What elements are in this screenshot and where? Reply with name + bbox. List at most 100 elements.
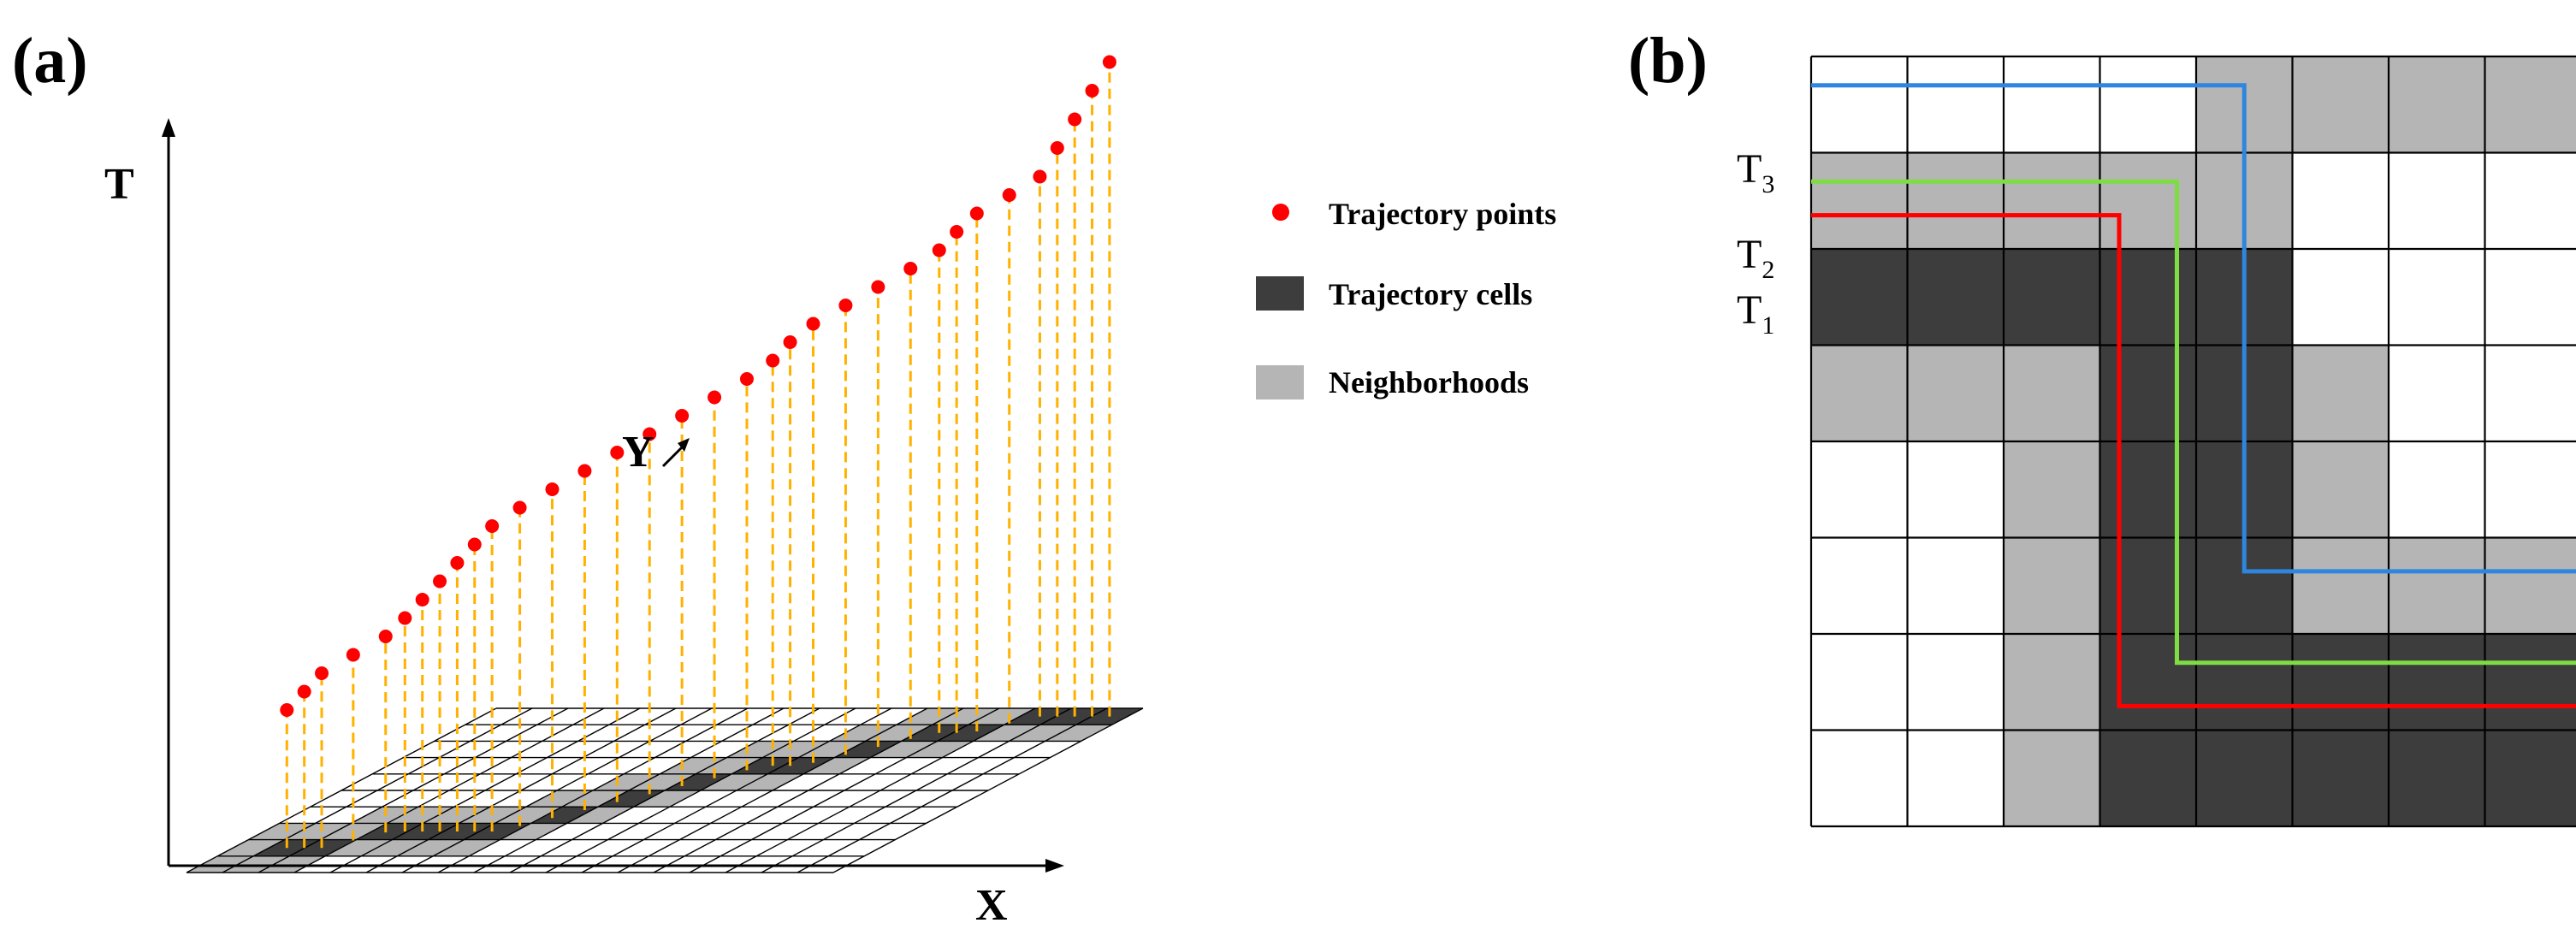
neighborhood-cell	[2484, 56, 2576, 153]
neighborhood-cell	[361, 839, 429, 856]
trajectory-cell	[2099, 730, 2196, 826]
neighborhood-cell	[2292, 56, 2389, 153]
trajectory-cell	[2196, 634, 2293, 731]
trajectory-cell	[2004, 249, 2100, 346]
trajectory-point	[871, 280, 885, 294]
trajectory-cell	[530, 807, 598, 824]
legend-label-trajectory-cells: Trajectory cells	[1329, 277, 1532, 311]
trajectory-cell	[356, 823, 423, 840]
neighborhood-cell	[397, 839, 465, 856]
trajectory-cell	[2196, 730, 2293, 826]
grid-line-col	[832, 707, 1144, 873]
neighborhood-cell	[2292, 345, 2389, 441]
neighborhood-cell	[2292, 441, 2389, 538]
y-axis	[661, 443, 686, 468]
neighborhood-cell	[629, 773, 696, 790]
trajectory-point	[932, 243, 946, 257]
trajectory-point	[969, 206, 984, 221]
t-axis-label: T	[104, 160, 134, 209]
trajectory-cell	[834, 741, 902, 758]
grid-line-col	[581, 707, 892, 873]
trajectory-point	[610, 446, 625, 459]
neighborhood-cell	[2389, 56, 2485, 153]
panel-b: (b) T3 T2 T1	[1628, 25, 2576, 828]
neighborhood-cell	[2004, 730, 2100, 826]
neighborhood-cell	[494, 807, 562, 824]
trajectory-cell	[937, 725, 1004, 742]
trajectory-point	[378, 630, 393, 643]
trajectory-point	[1102, 55, 1116, 69]
neighborhood-cell	[737, 773, 804, 790]
neighborhood-cell	[932, 708, 999, 725]
trajectory-point	[675, 409, 690, 423]
trajectory-point	[485, 519, 500, 533]
trajectory-cell	[597, 790, 665, 808]
neighborhood-cell	[2099, 152, 2196, 249]
grid-line-col	[761, 707, 1072, 873]
trajectory-point	[467, 537, 482, 552]
trajectory-cell	[901, 725, 968, 742]
trajectory-cell	[2099, 537, 2196, 634]
trajectory-cell	[392, 823, 459, 840]
trajectory-point	[806, 317, 820, 331]
neighborhood-cell	[500, 823, 567, 840]
trajectory-cell	[2292, 730, 2389, 826]
grid-line-col	[401, 707, 713, 873]
grid-line-col	[258, 707, 569, 873]
neighborhood-cell	[726, 741, 794, 758]
time-projection-lines	[285, 62, 1111, 849]
trajectory-label-t3: T3	[1737, 146, 1774, 198]
trajectory-cell	[1907, 249, 2004, 346]
trajectory-cell	[1811, 249, 1908, 346]
neighborhood-cell	[2004, 152, 2100, 249]
trajectory-point	[1033, 169, 1047, 184]
trajectory-point	[708, 390, 722, 405]
trajectory-point	[297, 684, 311, 699]
trajectory-lines	[1811, 83, 2576, 708]
trajectory-line-t3	[1811, 83, 2576, 574]
grid-line-col	[725, 707, 1036, 873]
panel-b-label: (b)	[1628, 25, 1708, 97]
legend-swatch-point	[1272, 204, 1289, 221]
legend-label-neighborhoods: Neighborhoods	[1329, 365, 1529, 399]
trajectory-cell	[767, 757, 835, 774]
grid-line-col	[473, 707, 785, 873]
neighborhood-cell	[566, 807, 634, 824]
trajectory-cell	[2389, 634, 2485, 731]
trajectory-point	[783, 335, 797, 349]
x-axis-arrowhead	[1045, 859, 1064, 873]
legend-item-trajectory-cells: Trajectory cells	[1256, 276, 1532, 311]
neighborhood-cell	[187, 855, 254, 873]
neighborhood-cell	[803, 757, 871, 774]
trajectory-point	[545, 482, 560, 496]
trajectory-point	[433, 574, 447, 589]
neighborhood-cell	[325, 839, 393, 856]
trajectory-point	[512, 500, 527, 515]
trajectory-cell	[2099, 249, 2196, 346]
trajectory-cell	[2099, 345, 2196, 441]
trajectory-point	[1002, 188, 1016, 202]
neighborhood-cell	[2389, 537, 2485, 634]
trajectory-cell	[2484, 730, 2576, 826]
trajectory-point	[950, 225, 964, 239]
neighborhood-cell	[865, 725, 933, 742]
neighborhood-cell	[2292, 537, 2389, 634]
neighborhood-cell	[2004, 345, 2100, 441]
trajectory-cell	[2292, 634, 2389, 731]
neighborhood-cell	[906, 741, 974, 758]
trajectory-cell	[2099, 441, 2196, 538]
neighborhood-cell	[2484, 537, 2576, 634]
legend-item-neighborhoods: Neighborhoods	[1256, 365, 1529, 399]
neighborhood-cell	[701, 773, 768, 790]
trajectory-line-t2	[1811, 179, 2576, 666]
trajectory-line-t1	[1811, 213, 2576, 708]
trajectory-labels: T3 T2 T1	[1737, 146, 1774, 340]
neighborhood-cell	[1811, 345, 1908, 441]
grid-line-col	[545, 707, 856, 873]
trajectory-cell	[428, 823, 495, 840]
grid-line-col	[796, 707, 1108, 873]
trajectory-label-t1: T1	[1737, 287, 1774, 340]
trajectory-cell	[1004, 708, 1071, 725]
trajectory-point	[315, 666, 329, 680]
trajectory-label-t2: T2	[1737, 232, 1774, 284]
